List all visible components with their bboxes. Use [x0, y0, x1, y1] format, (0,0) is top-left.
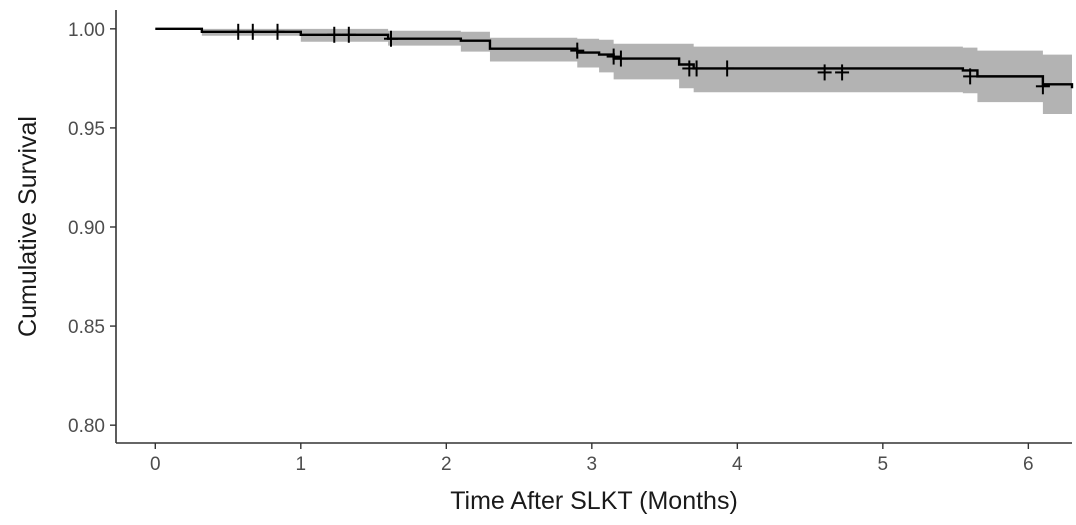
- x-tick-label: 0: [150, 454, 161, 475]
- x-tick-label: 4: [732, 454, 743, 475]
- survival-step-line: [155, 27, 1074, 89]
- x-tick-label: 6: [1023, 454, 1034, 475]
- confidence-band: [155, 28, 1073, 119]
- censor-mark: [817, 64, 832, 81]
- x-tick-label: 3: [587, 454, 598, 475]
- survival-line-layer: [155, 27, 1074, 89]
- censor-mark: [720, 60, 735, 77]
- y-tick-label: 0.90: [68, 218, 105, 239]
- censor-mark: [231, 23, 246, 40]
- censor-mark: [606, 48, 621, 65]
- y-tick-label: 0.95: [68, 119, 105, 140]
- x-tick-label: 5: [878, 454, 889, 475]
- censor-mark: [245, 23, 260, 40]
- y-tick-label: 0.85: [68, 317, 105, 338]
- x-tick-label: 1: [296, 454, 307, 475]
- censor-marks-layer: [231, 23, 1050, 95]
- censor-mark: [327, 26, 342, 43]
- censor-mark: [689, 60, 704, 77]
- y-ticks: 0.80 0.85 0.90 0.95 1.00: [68, 20, 116, 437]
- censor-mark: [963, 68, 978, 85]
- x-tick-label: 2: [441, 454, 452, 475]
- y-tick-label: 0.80: [68, 416, 105, 437]
- censor-mark: [613, 50, 628, 67]
- censor-mark: [570, 42, 585, 59]
- x-ticks: 0 1 2 3 4 5 6: [150, 443, 1034, 475]
- x-axis-title: Time After SLKT (Months): [450, 487, 738, 515]
- censor-mark: [341, 26, 356, 43]
- censor-mark: [270, 23, 285, 40]
- censor-mark: [835, 64, 850, 81]
- y-axis-title: Cumulative Survival: [14, 116, 42, 337]
- confidence-band-layer: [155, 28, 1073, 119]
- censor-mark: [384, 30, 399, 47]
- y-tick-label: 1.00: [68, 20, 105, 41]
- censor-mark: [1035, 78, 1050, 95]
